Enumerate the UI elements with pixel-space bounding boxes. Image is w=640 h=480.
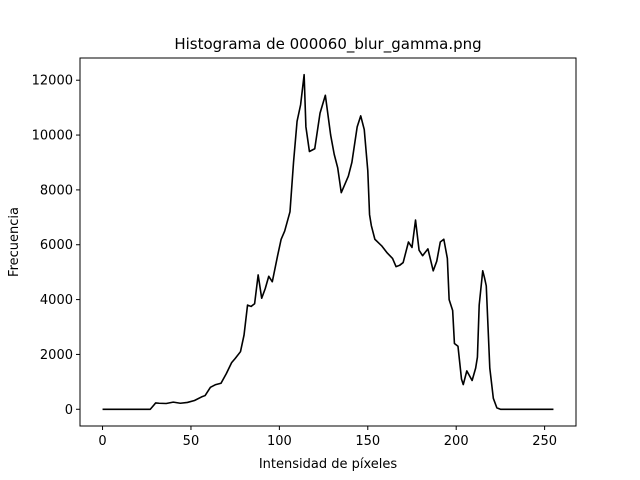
y-tick-label: 2000 [40,348,73,363]
y-tick-label: 12000 [32,74,73,89]
chart-title: Histograma de 000060_blur_gamma.png [174,35,481,54]
y-tick-label: 4000 [40,293,73,308]
data-line [102,73,554,411]
x-tick-label: 50 [183,434,200,449]
y-tick-label: 0 [65,403,73,418]
y-tick-label: 10000 [32,129,73,144]
x-tick-label: 0 [98,434,106,449]
axes-frame [79,57,577,427]
x-tick-label: 150 [355,434,380,449]
y-tick-label: 8000 [40,183,73,198]
x-tick-label: 200 [444,434,469,449]
x-tick-label: 250 [532,434,557,449]
y-tick-label: 6000 [40,238,73,253]
y-axis-label: Frecuencia [7,207,22,277]
x-tick-label: 100 [267,434,292,449]
x-axis-label: Intensidad de píxeles [259,457,398,472]
